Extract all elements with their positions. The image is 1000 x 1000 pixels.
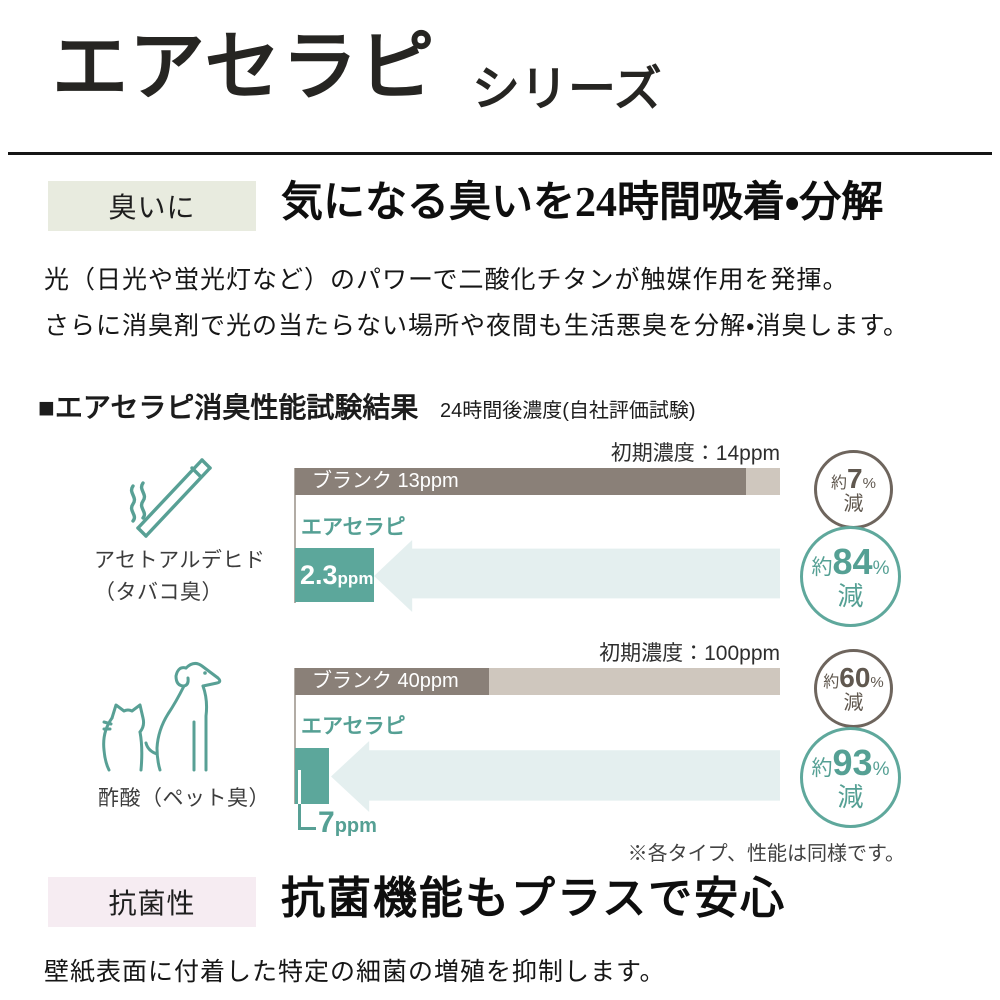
percent-unit: % (870, 673, 884, 691)
odor-body-line2: さらに消臭剤で光の当たらない場所や夜間も生活悪臭を分解・消臭します。 (44, 313, 910, 340)
antibacterial-section-badge: 抗菌性 (48, 877, 256, 927)
test-results-subheading: 24時間後濃度(自社評価試験) (440, 400, 696, 422)
approx-label: 約 (823, 673, 840, 691)
chart2-blank-bar: ブランク 40ppm (295, 668, 780, 695)
chart1-odor-name: アセトアルデヒド (94, 549, 266, 572)
cigarette-smoke-icon (120, 452, 220, 544)
percent-value: 84 (832, 541, 873, 583)
chart2-product-unit: ppm (334, 815, 377, 837)
approx-label: 約 (811, 757, 833, 781)
title-divider (8, 152, 992, 155)
percent-unit: % (872, 558, 890, 580)
chart2-reduction-arrow (331, 741, 780, 812)
test-results-footnote: ※各タイプ、性能は同様です。 (627, 843, 905, 865)
page-title: エアセラピ (52, 25, 436, 110)
chart1-product-value: 2.3 (300, 560, 338, 590)
chart2-product-value: 7 (318, 806, 335, 839)
chart2-blank-bar-label: ブランク 40ppm (312, 670, 459, 692)
chart1-blank-bar-label: ブランク 13ppm (312, 470, 459, 492)
chart2-product-reduction-badge: 約93% 減 (800, 727, 901, 828)
reduction-word: 減 (837, 580, 864, 611)
chart2-axis-line (294, 668, 296, 804)
odor-body-line1: 光（日光や蛍光灯など）のパワーで二酸化チタンが触媒作用を発揮。 (44, 267, 849, 294)
chart1-product-bar: 2.3 ppm (295, 548, 374, 602)
cat-dog-icon (96, 658, 226, 776)
approx-label: 約 (811, 556, 833, 580)
percent-value: 93 (832, 742, 873, 784)
chart1-product-unit: ppm (337, 569, 374, 588)
chart1-blank-bar: ブランク 13ppm (295, 468, 780, 495)
chart2-leader-line (298, 804, 301, 830)
chart1-blank-reduction-badge: 約7% 減 (814, 450, 893, 529)
reduction-word: 減 (837, 781, 864, 812)
percent-unit: % (862, 474, 876, 492)
page-title-suffix: シリーズ (472, 63, 662, 116)
chart2-odor-name: 酢酸（ペット臭） (98, 787, 270, 810)
percent-value: 7 (847, 462, 863, 494)
approx-label: 約 (831, 474, 848, 492)
percent-unit: % (872, 759, 890, 781)
chart2-blank-reduction-badge: 約60% 減 (814, 649, 893, 728)
chart1-product-reduction-badge: 約84% 減 (800, 526, 901, 627)
reduction-word: 減 (843, 492, 864, 515)
odor-section-heading: 気になる臭いを24時間吸着・分解 (281, 180, 884, 226)
percent-value: 60 (839, 661, 871, 693)
chart1-product-label: エアセラピ (301, 516, 406, 539)
antibacterial-body: 壁紙表面に付着した特定の細菌の増殖を抑制します。 (44, 959, 666, 986)
chart2-blank-bar-fill (295, 668, 489, 695)
reduction-word: 減 (843, 691, 864, 714)
chart1-reduction-arrow (374, 540, 780, 612)
test-results-heading: ■エアセラピ消臭性能試験結果 (38, 392, 419, 423)
odor-section-badge: 臭いに (48, 181, 256, 231)
chart2-leader-line-horizontal (298, 827, 316, 830)
chart1-blank-bar-fill (295, 468, 747, 495)
chart2-product-label: エアセラピ (301, 715, 406, 738)
chart1-axis-line (294, 468, 296, 603)
antibacterial-section-heading: 抗菌機能もプラスで安心 (281, 874, 787, 923)
chart1-odor-kind: （タバコ臭） (94, 581, 223, 604)
chart2-product-value-callout: 7 ppm (318, 806, 377, 840)
chart1-initial-concentration: 初期濃度：14ppm (610, 442, 780, 465)
chart2-initial-concentration: 初期濃度：100ppm (599, 642, 780, 665)
chart2-leader-line-inner (298, 770, 301, 804)
